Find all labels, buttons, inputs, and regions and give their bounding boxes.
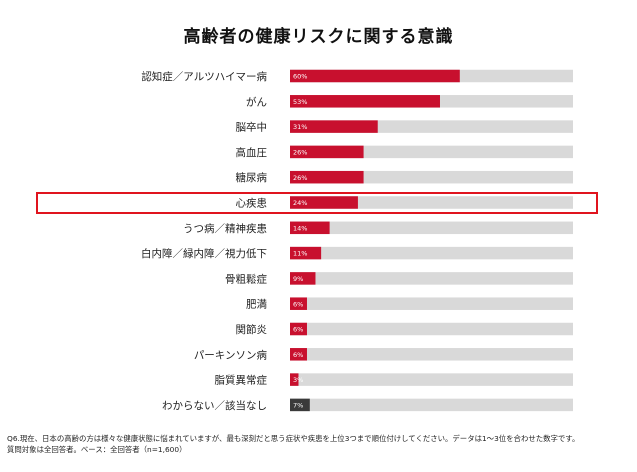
bar: [290, 272, 316, 285]
bar-row: 認知症／アルツハイマー病 60%: [141, 69, 573, 83]
value-label: 6%: [293, 351, 303, 359]
bar-track: [290, 322, 573, 336]
footnote-base: 質問対象は全回答者。ベース：全回答者（n=1,600）: [7, 445, 187, 454]
bar-track: [290, 297, 573, 310]
bar-row: 肥満 6%: [246, 297, 573, 311]
bar-track: [290, 221, 573, 235]
bar: [290, 69, 460, 83]
value-label: 26%: [293, 149, 307, 157]
category-label: わからない／該当なし: [162, 399, 267, 412]
category-label: 糖尿病: [236, 171, 268, 184]
bar-row: 脳卒中 31%: [236, 120, 573, 134]
bar-row: がん 53%: [246, 95, 573, 108]
bar: [290, 120, 378, 133]
bar-row: 高血圧 26%: [236, 145, 573, 159]
value-label: 60%: [293, 73, 307, 81]
category-label: 白内障／緑内障／視力低下: [141, 247, 267, 260]
category-label: 脳卒中: [236, 121, 268, 134]
bar-row: 白内障／緑内障／視力低下 11%: [141, 246, 573, 260]
value-label: 53%: [293, 98, 307, 106]
bar-row: わからない／該当なし 7%: [162, 398, 573, 412]
value-label: 3%: [293, 376, 303, 384]
highlight-box: [36, 192, 598, 214]
bar-row: うつ病／精神疾患 14%: [183, 221, 573, 235]
bar-row: 糖尿病 26%: [236, 170, 573, 184]
category-label: 関節炎: [236, 323, 268, 336]
bar: [290, 348, 307, 361]
value-label: 7%: [293, 402, 303, 410]
value-label: 31%: [293, 123, 307, 131]
bar: [290, 398, 310, 412]
bar-row: 骨粗鬆症 9%: [225, 272, 573, 285]
chart-title: 高齢者の健康リスクに関する意識: [183, 27, 454, 47]
bar-track: [290, 398, 573, 412]
bar-row: 脂質異常症 3%: [215, 373, 573, 387]
value-label: 14%: [293, 224, 307, 232]
footnote-question: Q6.現在、日本の高齢の方は様々な健康状態に悩まれていますが、最も深刻だと思う症…: [7, 434, 580, 443]
bar-row: パーキンソン病 6%: [194, 348, 573, 361]
bar-track: [290, 196, 573, 209]
category-label: 肥満: [246, 299, 267, 311]
bar: [290, 246, 322, 260]
bar: [290, 221, 330, 235]
bar: [290, 322, 307, 336]
value-label: 11%: [293, 250, 307, 258]
category-label: パーキンソン病: [194, 348, 268, 361]
category-label: 心疾患: [236, 197, 268, 210]
bar-row: 関節炎 6%: [236, 322, 573, 336]
bar: [290, 373, 299, 386]
category-label: 高血圧: [236, 146, 268, 159]
bar-track: [290, 373, 573, 386]
category-label: 認知症／アルツハイマー病: [141, 70, 267, 83]
bar: [290, 170, 364, 184]
bar-track: [290, 272, 573, 285]
bar-row: 心疾患 24%: [236, 196, 573, 210]
value-label: 6%: [293, 326, 303, 334]
category-label: 骨粗鬆症: [225, 272, 267, 285]
value-label: 6%: [293, 300, 303, 308]
value-label: 24%: [293, 199, 307, 207]
bar: [290, 95, 440, 108]
category-label: がん: [246, 95, 267, 108]
bar: [290, 297, 307, 310]
bar-track: [290, 246, 573, 260]
footnote: Q6.現在、日本の高齢の方は様々な健康状態に悩まれていますが、最も深刻だと思う症…: [7, 433, 635, 455]
bar: [290, 145, 364, 159]
category-label: うつ病／精神疾患: [183, 222, 267, 235]
value-label: 9%: [293, 275, 303, 283]
bar-chart: 認知症／アルツハイマー病 60% がん 53% 脳卒中 31% 高血圧 26% 糖尿病 26% 心疾…: [141, 69, 573, 412]
bar: [290, 196, 358, 209]
bar-track: [290, 348, 573, 361]
category-label: 脂質異常症: [215, 374, 268, 387]
value-label: 26%: [293, 174, 307, 182]
